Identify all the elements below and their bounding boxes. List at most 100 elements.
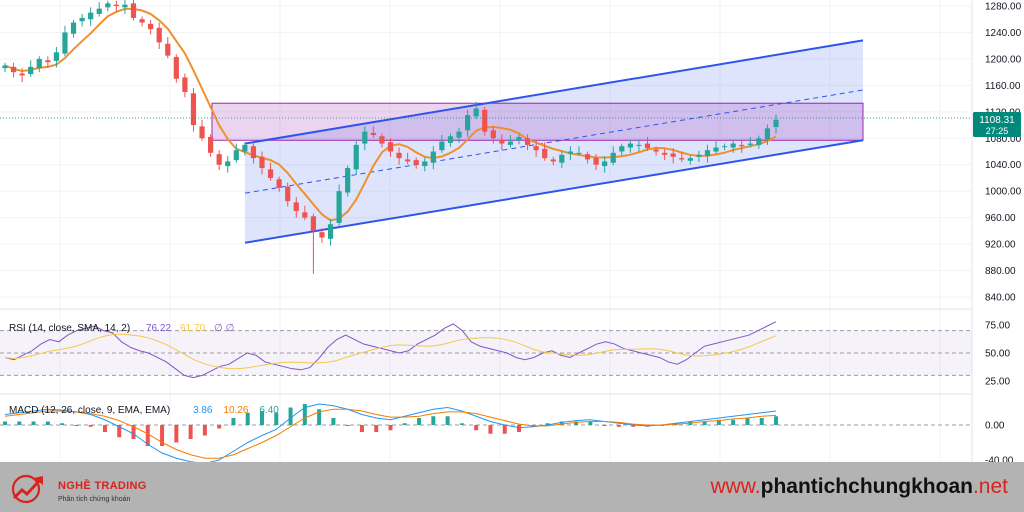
macd-histogram-bar: [188, 425, 193, 439]
candle-body: [447, 136, 454, 143]
candle-body: [542, 148, 548, 159]
macd-tick-label: 0.00: [985, 421, 1005, 432]
rsi-values: 76.22 61.70 ∅ ∅: [146, 323, 234, 334]
countdown-timer: 27:25: [986, 126, 1009, 136]
candle-body: [456, 131, 462, 138]
candle-body: [267, 169, 274, 178]
macd-histogram-bar: [60, 423, 65, 425]
candle-body: [285, 186, 291, 202]
trading-arrow-icon: [11, 474, 43, 504]
candle-body: [713, 147, 719, 152]
macd-histogram-bar: [145, 425, 150, 446]
brand-tagline: Phân tích chứng khoán: [58, 496, 131, 503]
candle-body: [490, 130, 496, 139]
candle-body: [739, 144, 745, 147]
candle-body: [662, 152, 668, 155]
website-suffix: .net: [972, 475, 1008, 498]
candle-body: [139, 19, 145, 23]
macd-histogram-bar: [345, 425, 350, 426]
candle-body: [644, 143, 651, 149]
macd-histogram-bar: [217, 425, 222, 429]
candle-body: [387, 142, 394, 152]
candle-body: [533, 146, 539, 151]
macd-histogram-bar: [759, 418, 764, 425]
candle-body: [567, 151, 573, 154]
macd-value: 10.26: [223, 405, 248, 416]
candle-body: [584, 154, 591, 160]
macd-histogram-bar: [388, 425, 393, 431]
candle-body: [430, 151, 436, 163]
candle-body: [576, 152, 582, 154]
footer-banner: NGHỀ TRADING Phân tích chứng khoán www.p…: [0, 462, 1024, 512]
macd-signal-line: [4, 408, 777, 459]
candle-body: [62, 32, 68, 54]
candle-body: [19, 73, 25, 76]
price-tick-label: 1040.00: [985, 160, 1022, 171]
price-channel: [211, 39, 864, 244]
candle-body: [148, 23, 154, 30]
candle-body: [439, 141, 445, 151]
price-tick-label: 880.00: [985, 266, 1016, 277]
macd-histogram-bar: [274, 412, 279, 425]
candle-body: [747, 143, 753, 145]
macd-label: MACD (12, 26, close, 9, EMA, EMA): [9, 405, 170, 416]
website-domain: phantichchungkhoan: [760, 475, 973, 498]
candle-body: [190, 93, 197, 126]
candle-body: [233, 150, 239, 161]
candle-body: [653, 149, 659, 152]
chart-background: [0, 0, 1024, 462]
channel-upper-line: [244, 39, 864, 145]
rsi-pane: 75.00 50.00 25.00: [0, 321, 1010, 388]
macd-tick-label: -40.00: [985, 456, 1014, 463]
macd-histogram-bar: [474, 425, 479, 431]
candle-body: [550, 159, 556, 162]
price-chart[interactable]: 1280.001240.001200.001160.001120.001080.…: [0, 0, 1024, 462]
candle-body: [310, 216, 316, 231]
last-price-badge: [973, 112, 1021, 137]
macd-histogram-bar: [602, 425, 607, 426]
candle-body: [619, 146, 625, 152]
candle-body: [105, 3, 111, 8]
brand-name: NGHỀ TRADING: [58, 480, 147, 492]
macd-histogram-bar: [559, 421, 564, 425]
candle-body: [345, 168, 351, 193]
candle-body: [225, 161, 231, 167]
candle-body: [627, 143, 633, 148]
macd-histogram-bar: [417, 418, 422, 425]
brand-logo[interactable]: NGHỀ TRADING Phân tích chứng khoán: [10, 468, 146, 508]
candle-body: [610, 152, 616, 163]
candlesticks: [2, 0, 779, 274]
candle-body: [53, 52, 59, 61]
candle-body: [524, 138, 531, 145]
candle-body: [379, 136, 385, 144]
candle-body: [36, 58, 42, 69]
macd-histogram-bar: [202, 425, 207, 436]
candle-body: [327, 224, 334, 239]
price-tick-label: 1160.00: [985, 81, 1021, 92]
candle-body: [593, 158, 599, 165]
macd-histogram-bar: [3, 421, 7, 425]
macd-histogram-bar: [131, 425, 136, 439]
macd-histogram-bar: [459, 423, 464, 425]
candle-body: [636, 144, 642, 146]
candle-body: [156, 27, 162, 43]
channel-fill: [245, 40, 863, 243]
price-tick-label: 1080.00: [985, 134, 1022, 145]
macd-histogram-bar: [359, 425, 364, 432]
candle-body: [199, 126, 205, 139]
candle-body: [70, 22, 77, 34]
macd-histogram-bar: [545, 423, 550, 425]
last-price-value: 1108.31: [979, 115, 1015, 126]
candle-body: [173, 56, 179, 79]
candle-body: [113, 4, 119, 6]
candle-body: [293, 202, 299, 212]
candle-body: [216, 154, 222, 165]
candle-body: [28, 66, 34, 75]
website-link[interactable]: www.phantichchungkhoan.net: [710, 475, 1008, 499]
macd-histogram-bar: [445, 416, 450, 425]
candle-body: [319, 232, 325, 238]
candle-body: [696, 154, 702, 157]
rsi-line: [4, 321, 777, 379]
candle-body: [602, 161, 608, 167]
rsi-sma-line: [4, 333, 777, 370]
